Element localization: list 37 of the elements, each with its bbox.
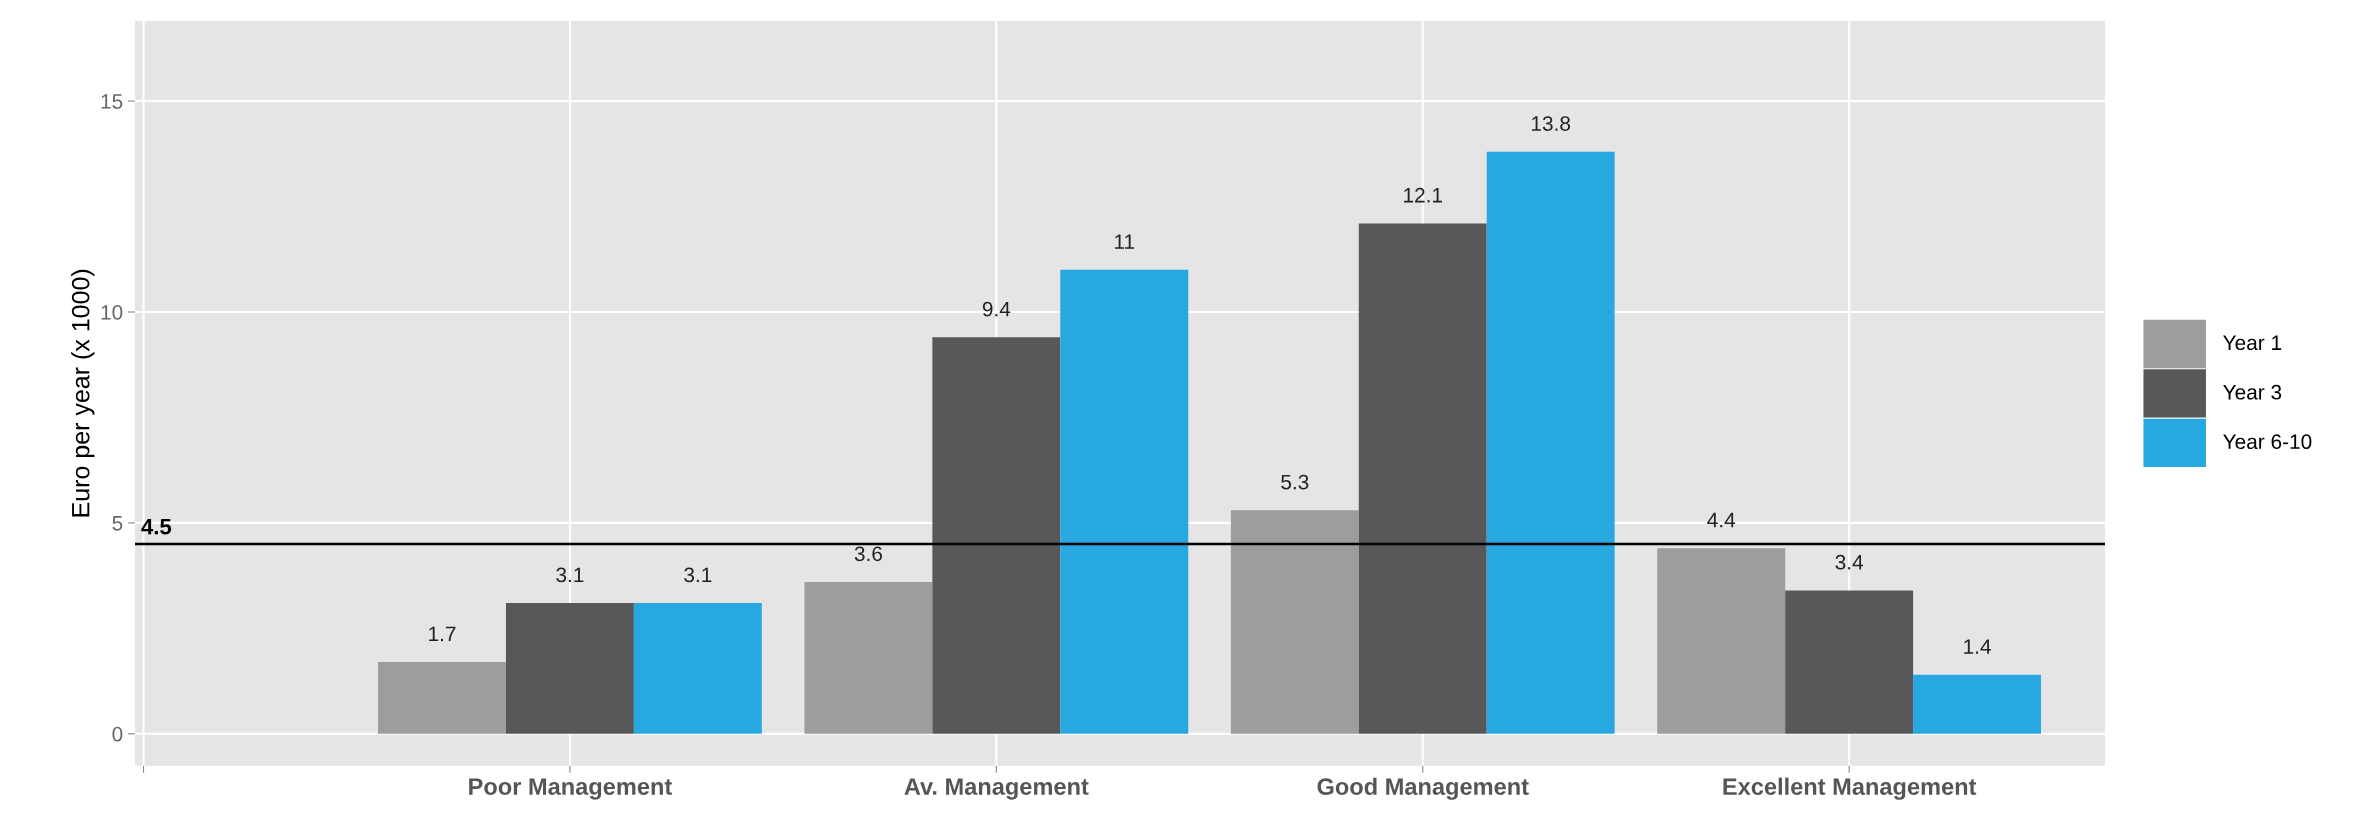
y-tick-label: 15 <box>101 94 123 109</box>
data-label: 11 <box>1115 234 1135 249</box>
data-label: 13.8 <box>1531 116 1571 131</box>
bar <box>1785 590 1914 734</box>
data-label: 3.4 <box>1835 554 1864 570</box>
y-tick-label: 0 <box>112 726 123 742</box>
data-label: 3.1 <box>556 567 584 583</box>
data-label: 4.4 <box>1707 512 1736 528</box>
y-tick-label: 5 <box>112 516 123 531</box>
bar <box>1060 269 1189 734</box>
y-axis-title: Euro per year (x 1000) <box>71 269 95 517</box>
data-label: 3.6 <box>854 546 882 562</box>
bar <box>932 337 1061 734</box>
x-tick-label: Good Management <box>1317 777 1529 800</box>
bar <box>1358 223 1487 734</box>
bar <box>1486 151 1615 734</box>
data-label: 1.7 <box>429 626 456 642</box>
bar <box>633 603 762 734</box>
bar <box>1230 510 1359 734</box>
bar <box>1913 674 2042 734</box>
x-tick-label: Av. Management <box>904 778 1089 800</box>
bar <box>804 581 933 734</box>
x-tick-label: Excellent Management <box>1723 777 1977 800</box>
data-label: 5.3 <box>1281 474 1309 490</box>
legend-label: Year 1 <box>2223 335 2282 351</box>
ref-line-label: 4.5 <box>141 519 172 535</box>
legend-label: Year 6-10 <box>2223 434 2312 450</box>
x-tick-label: Poor Management <box>469 778 672 800</box>
bar <box>1657 548 1786 734</box>
bar <box>378 662 506 734</box>
data-label: 12.1 <box>1404 187 1443 203</box>
data-label: 9.4 <box>982 301 1011 317</box>
bar <box>505 603 634 734</box>
legend-label: Year 3 <box>2223 384 2282 400</box>
data-label: 1.4 <box>1964 639 1991 654</box>
data-label: 3.1 <box>684 567 712 583</box>
y-tick-label: 10 <box>101 304 123 320</box>
